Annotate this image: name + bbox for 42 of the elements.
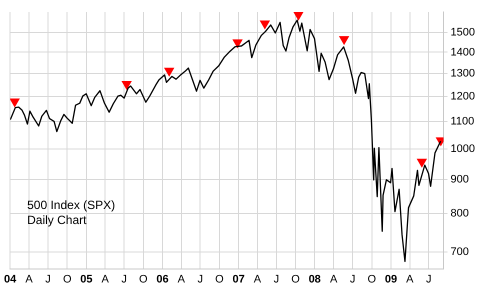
x-tick-label: A — [406, 273, 414, 286]
x-tick-label: O — [215, 273, 224, 286]
y-tick-label: 800 — [450, 207, 469, 220]
x-tick-label: 07 — [232, 273, 245, 286]
x-tick-label: A — [102, 273, 110, 286]
y-tick-label: 900 — [450, 174, 469, 186]
x-tick-label: 04 — [4, 273, 18, 286]
point — [10, 98, 20, 107]
point — [232, 39, 242, 48]
point — [122, 80, 132, 90]
x-tick-label: O — [62, 273, 72, 286]
x-tick-label: A — [178, 273, 186, 286]
text: Daily Chart — [27, 212, 88, 227]
x-tick-label: 05 — [80, 273, 93, 286]
x-tick-label: 06 — [156, 273, 169, 286]
x-tick-label: J — [197, 273, 203, 286]
x-tick-label: A — [254, 273, 262, 286]
x-tick-label: O — [139, 273, 148, 286]
x-tick-label: O — [291, 273, 300, 286]
point — [294, 12, 304, 20]
y-tick-label: 1200 — [450, 90, 476, 103]
x-tick-label: O — [368, 273, 377, 286]
y-tick-label: 1400 — [450, 46, 476, 58]
x-tick-label: J — [274, 273, 280, 286]
point — [260, 20, 270, 29]
y-tick-label: 700 — [450, 246, 469, 258]
x-tick-label: 09 — [384, 273, 398, 286]
x-tick-label: 08 — [308, 273, 321, 286]
y-tick-label: 1000 — [450, 143, 476, 156]
x-tick-label: J — [121, 273, 127, 286]
y-tick-label: 1300 — [450, 68, 476, 80]
x-tick-label: J — [426, 273, 432, 286]
point — [164, 68, 174, 76]
x-tick-label: J — [350, 273, 356, 286]
point — [417, 158, 427, 168]
point — [339, 36, 349, 45]
x-tick-label: J — [45, 273, 51, 286]
text: 500 Index (SPX) — [27, 198, 116, 212]
x-tick-label: A — [25, 273, 34, 286]
y-tick-label: 1500 — [450, 26, 476, 38]
y-tick-label: 1100 — [450, 116, 474, 128]
x-tick-label: A — [330, 273, 338, 286]
